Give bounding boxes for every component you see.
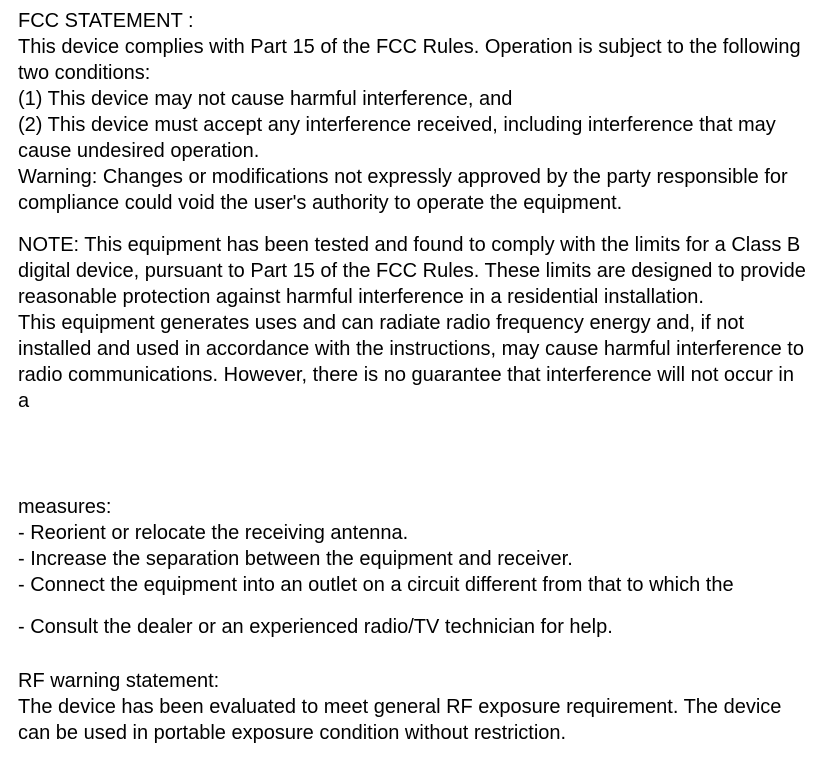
fcc-condition-1: (1) This device may not cause harmful in… [18,86,810,112]
rf-heading: RF warning statement: [18,668,810,694]
fcc-heading: FCC STATEMENT : [18,8,810,34]
rf-body: The device has been evaluated to meet ge… [18,694,810,746]
measure-3: - Connect the equipment into an outlet o… [18,572,810,598]
fcc-warning: Warning: Changes or modifications not ex… [18,164,810,216]
fcc-intro: This device complies with Part 15 of the… [18,34,810,86]
spacer [18,414,810,494]
fcc-condition-2: (2) This device must accept any interfer… [18,112,810,164]
spacer [18,640,810,668]
spacer [18,216,810,232]
measure-2: - Increase the separation between the eq… [18,546,810,572]
measures-heading: measures: [18,494,810,520]
fcc-note-2: This equipment generates uses and can ra… [18,310,810,414]
measure-4: - Consult the dealer or an experienced r… [18,614,810,640]
measure-1: - Reorient or relocate the receiving ant… [18,520,810,546]
spacer [18,598,810,614]
fcc-note-1: NOTE: This equipment has been tested and… [18,232,810,310]
